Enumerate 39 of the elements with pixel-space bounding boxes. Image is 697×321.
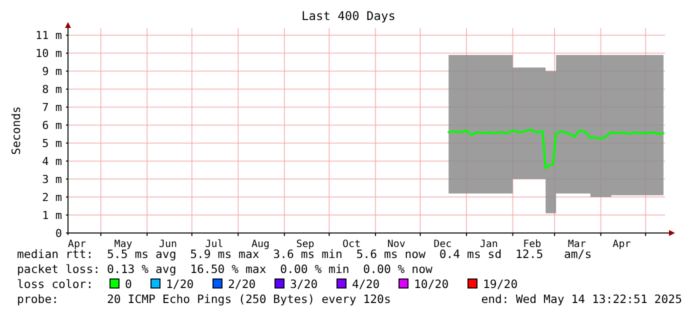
x-tick-label: Jun: [158, 239, 178, 250]
legend-title: loss color:: [17, 277, 94, 291]
x-tick-label: Nov: [387, 239, 406, 250]
x-tick-label: Oct: [342, 239, 361, 250]
line-series: [448, 128, 665, 170]
legend-label: 2/20: [228, 277, 256, 291]
y-tick-label: 8 m: [42, 83, 62, 96]
text: end: Wed May 14 13:22:51 2025: [481, 292, 682, 306]
legend-label: 4/20: [352, 277, 380, 291]
y-tick-label: 4 m: [42, 155, 62, 168]
x-tick-label: Jul: [205, 239, 224, 250]
text: probe: 20 ICMP Echo Pings (250 Bytes) every 120s: [17, 292, 391, 306]
y-tick-label: 2 m: [42, 191, 62, 204]
y-tick-label: 11 m: [36, 29, 62, 42]
x-tick-label: Mar: [568, 239, 586, 250]
x-tick-label: Sep: [296, 239, 314, 250]
chart-title: Last 400 Days: [302, 9, 396, 23]
y-tick-label: 0: [55, 227, 62, 240]
y-tick-label: 3 m: [42, 173, 62, 186]
x-tick-label: Apr: [68, 239, 86, 250]
legend-label: 1/20: [166, 277, 194, 291]
x-tick-label: Feb: [523, 239, 542, 250]
text: packet loss: 0.13 % avg 16.50 % max 0.00 % min 0.00 % now: [17, 262, 432, 276]
legend-label: 0: [125, 277, 132, 291]
y-tick-label: 10 m: [36, 47, 62, 60]
y-tick-label: 6 m: [42, 119, 62, 132]
y-tick-label: 7 m: [42, 101, 62, 114]
y-tick-label: 9 m: [42, 65, 62, 78]
x-tick-label: May: [114, 239, 132, 250]
x-tick-label: Jan: [480, 239, 498, 250]
legend-label: 3/20: [290, 277, 318, 291]
y-tick-label: 5 m: [42, 137, 62, 150]
y-tick-label: 1 m: [42, 209, 62, 222]
x-tick-label: Aug: [252, 239, 270, 250]
x-tick-label: Apr: [612, 239, 631, 250]
legend-label: 19/20: [483, 277, 518, 291]
y-axis-title: Seconds: [9, 106, 23, 155]
x-tick-label: Dec: [434, 239, 452, 250]
legend-label: 10/20: [414, 277, 449, 291]
